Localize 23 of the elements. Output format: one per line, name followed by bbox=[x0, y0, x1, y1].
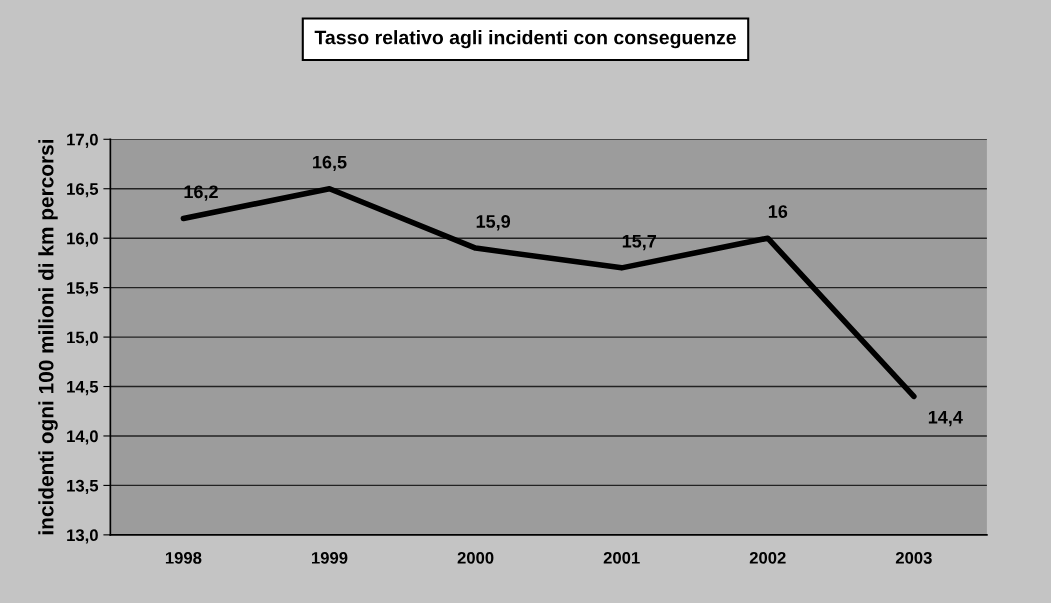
y-tick-label: 15,0 bbox=[67, 331, 98, 346]
data-label: 16,2 bbox=[184, 185, 218, 201]
y-tick-label: 14,5 bbox=[67, 381, 99, 396]
x-tick-label: 2002 bbox=[749, 551, 786, 564]
x-tick-label: 2000 bbox=[457, 551, 494, 564]
data-label: 16 bbox=[768, 205, 788, 218]
y-tick-label: 13,0 bbox=[67, 529, 98, 544]
y-tick-label: 16,5 bbox=[67, 183, 99, 198]
chart-title: Tasso relativo agli incidenti con conseguenze bbox=[314, 30, 736, 49]
y-tick-label: 16,0 bbox=[67, 232, 98, 247]
data-label: 15,9 bbox=[476, 215, 511, 231]
data-label: 14,4 bbox=[928, 410, 963, 427]
x-tick-label: 2003 bbox=[895, 551, 932, 564]
y-tick-label: 13,5 bbox=[67, 479, 99, 495]
data-label: 15,7 bbox=[622, 235, 657, 251]
y-tick-label: 15,5 bbox=[67, 282, 99, 297]
x-tick-label: 2001 bbox=[603, 551, 640, 564]
data-label: 16,5 bbox=[313, 155, 347, 172]
y-tick-label: 14,0 bbox=[67, 430, 98, 445]
x-tick-label: 1999 bbox=[312, 551, 348, 564]
y-axis-title: incidenti ogni 100 milioni di km percorsi bbox=[38, 140, 58, 535]
y-tick-label: 17,0 bbox=[67, 133, 98, 148]
x-tick-label: 1998 bbox=[165, 551, 202, 564]
